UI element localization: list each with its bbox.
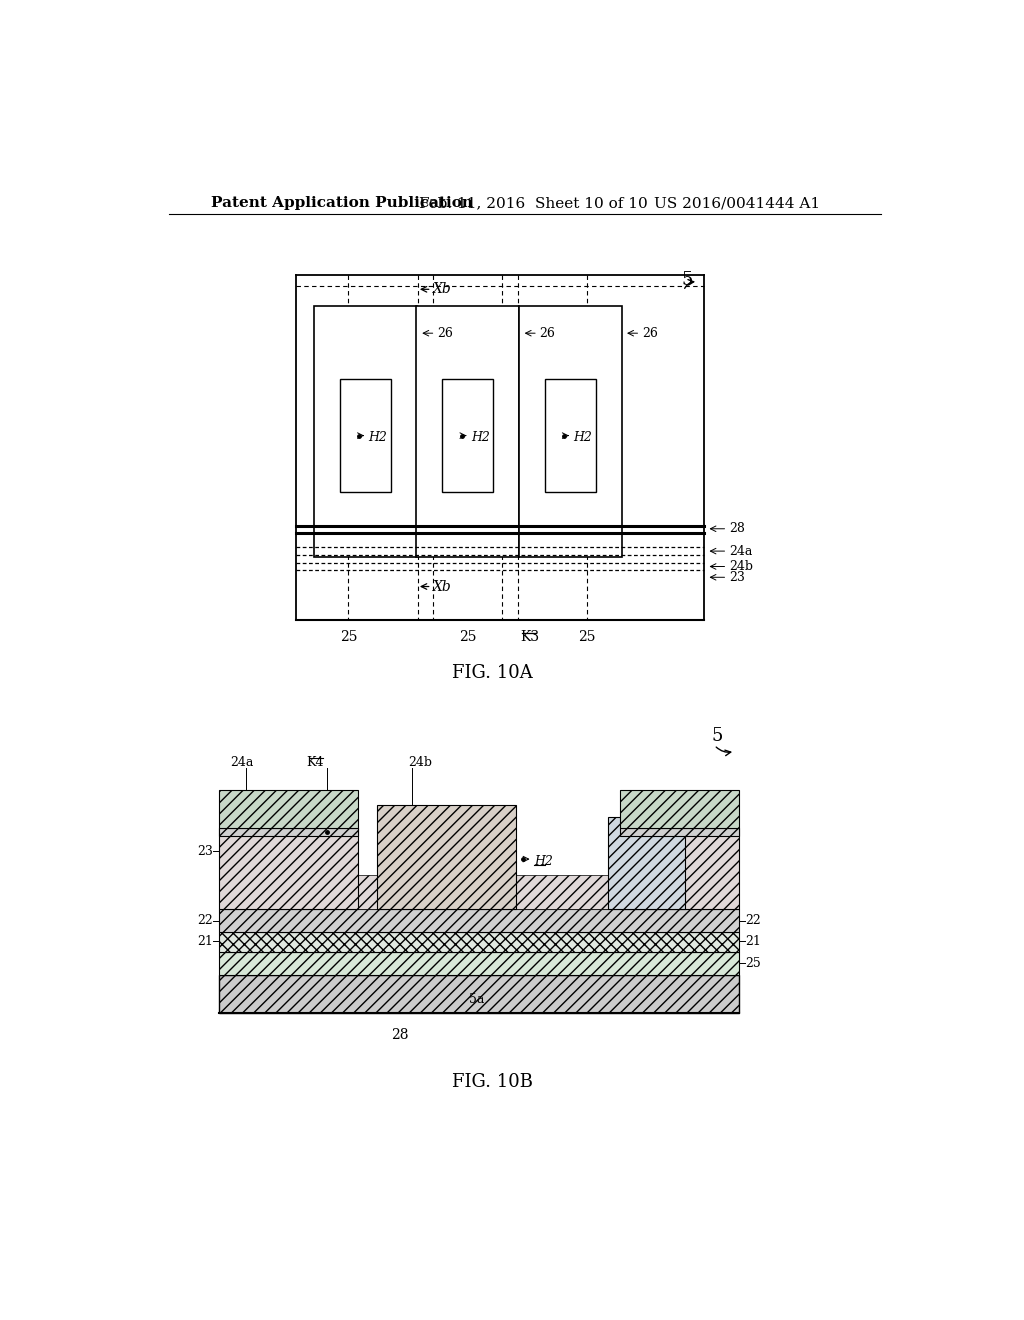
Bar [416,306,519,557]
Text: 24b: 24b [408,756,432,770]
Text: Patent Application Publication: Patent Application Publication [211,197,473,210]
Text: 24a: 24a [230,756,254,770]
Bar [313,306,417,557]
Bar [219,932,739,952]
Text: 26: 26 [642,326,657,339]
Text: 24b: 24b [729,560,753,573]
Bar [219,974,739,1014]
Bar [620,829,739,909]
Text: 21: 21 [745,935,761,948]
Text: Xb: Xb [432,282,452,296]
Bar [219,909,739,932]
Text: H2: H2 [573,430,592,444]
Text: 26: 26 [437,326,453,339]
Bar [620,829,739,836]
Bar [608,817,685,909]
Text: 25: 25 [340,631,357,644]
Text: 5: 5 [712,727,723,744]
Text: US 2016/0041444 A1: US 2016/0041444 A1 [654,197,820,210]
Text: 24a: 24a [729,545,753,557]
Bar [219,829,357,836]
Text: 24: 24 [705,791,720,804]
Text: 26: 26 [540,326,555,339]
Bar [377,805,515,909]
Text: 25: 25 [745,957,761,970]
Text: 23: 23 [729,570,744,583]
Bar [219,952,739,974]
Text: 5: 5 [681,271,692,289]
Bar [219,875,739,909]
Text: 5a: 5a [469,993,484,1006]
Text: K4: K4 [306,756,325,770]
Text: 25: 25 [459,631,476,644]
Bar [518,306,622,557]
Text: H2: H2 [535,855,553,869]
Text: Feb. 11, 2016  Sheet 10 of 10: Feb. 11, 2016 Sheet 10 of 10 [419,197,648,210]
Text: 22: 22 [198,915,213,927]
Text: 21: 21 [197,935,213,948]
Text: 22: 22 [745,915,761,927]
Bar [340,379,391,492]
Bar [219,829,357,909]
Bar [620,789,739,829]
Text: 25: 25 [579,631,596,644]
Bar [442,379,494,492]
Text: 26: 26 [689,807,705,820]
Text: 28: 28 [391,1028,409,1041]
Text: K3: K3 [520,631,539,644]
Text: FIG. 10A: FIG. 10A [452,664,532,681]
Text: H2: H2 [369,430,387,444]
Bar [545,379,596,492]
Text: FIG. 10B: FIG. 10B [452,1073,532,1092]
Text: 23: 23 [197,845,213,858]
Text: Xb: Xb [432,579,452,594]
Text: 28: 28 [729,523,744,536]
Bar [219,789,357,829]
Text: H2: H2 [471,430,489,444]
